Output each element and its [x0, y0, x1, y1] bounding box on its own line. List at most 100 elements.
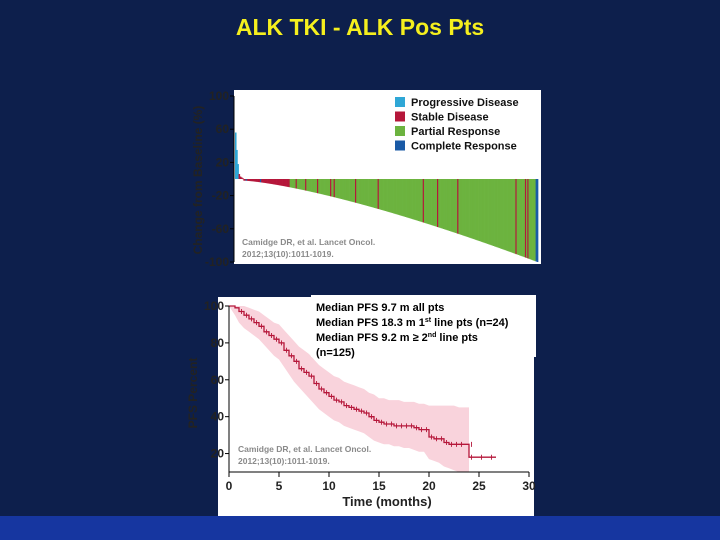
waterfall-bar	[264, 179, 267, 184]
waterfall-bar	[252, 179, 255, 182]
waterfall-bar	[371, 179, 374, 208]
waterfall-bar	[494, 179, 496, 247]
waterfall-bar	[261, 179, 263, 183]
waterfall-bar	[242, 178, 244, 180]
waterfall-bar	[515, 179, 517, 255]
waterfall-bar	[450, 179, 452, 232]
waterfall-bar	[446, 179, 449, 231]
waterfall-bar	[330, 179, 332, 197]
waterfall-bar	[503, 179, 506, 250]
waterfall-bar	[318, 179, 320, 194]
waterfall-bar	[440, 179, 443, 229]
waterfall-bar	[473, 179, 476, 240]
waterfall-bar	[448, 179, 451, 231]
waterfall-bar	[452, 179, 454, 233]
waterfall-bar	[439, 179, 441, 228]
waterfall-bar	[402, 179, 405, 217]
legend-swatch	[395, 97, 405, 107]
waterfall-bar	[492, 179, 495, 246]
waterfall-bar	[480, 179, 483, 242]
waterfall-bar	[238, 174, 241, 179]
waterfall-bar	[502, 179, 504, 250]
waterfall-bar	[235, 132, 237, 179]
waterfall-bar	[334, 179, 337, 198]
waterfall-bar	[368, 179, 370, 207]
waterfall-bar	[239, 176, 242, 179]
waterfall-bar	[370, 179, 372, 207]
waterfall-bar	[497, 179, 500, 248]
waterfall-y-tick-label: -60	[212, 222, 230, 236]
waterfall-bar	[269, 179, 271, 184]
waterfall-bar	[350, 179, 352, 202]
waterfall-bar	[326, 179, 329, 196]
waterfall-bar	[248, 179, 250, 181]
waterfall-bar	[341, 179, 344, 200]
waterfall-bar	[456, 179, 458, 234]
waterfall-bar	[498, 179, 501, 249]
waterfall-bar	[294, 179, 296, 189]
waterfall-bar	[447, 179, 450, 231]
waterfall-bar	[490, 179, 493, 246]
waterfall-bar	[280, 179, 282, 186]
waterfall-bar	[534, 179, 536, 262]
waterfall-bar	[333, 179, 336, 198]
waterfall-bar	[327, 179, 330, 196]
waterfall-bar	[262, 179, 264, 183]
waterfall-bar	[259, 179, 262, 183]
waterfall-bar	[533, 179, 535, 261]
waterfall-bar	[389, 179, 392, 213]
waterfall-bar	[383, 179, 386, 211]
waterfall-bar	[469, 179, 471, 238]
waterfall-bar	[509, 179, 512, 252]
waterfall-bar	[423, 179, 426, 223]
waterfall-bar	[395, 179, 397, 215]
waterfall-bar	[249, 179, 251, 182]
waterfall-bar	[467, 179, 470, 238]
waterfall-bar	[281, 179, 283, 186]
waterfall-bar	[322, 179, 325, 195]
waterfall-bar	[325, 179, 327, 196]
waterfall-bar	[454, 179, 457, 233]
waterfall-bar	[522, 179, 525, 257]
waterfall-bar	[312, 179, 314, 193]
waterfall-bar	[414, 179, 416, 220]
waterfall-bar	[432, 179, 434, 226]
waterfall-bar	[360, 179, 363, 205]
waterfall-bar	[270, 179, 273, 184]
waterfall-bar	[433, 179, 435, 226]
waterfall-bar	[406, 179, 408, 218]
waterfall-bar	[435, 179, 438, 227]
waterfall-bar	[340, 179, 343, 200]
waterfall-bar	[496, 179, 498, 248]
waterfall-bar	[307, 179, 310, 192]
waterfall-bar	[300, 179, 302, 190]
waterfall-bar	[263, 179, 266, 183]
waterfall-bar	[482, 179, 484, 243]
waterfall-bar	[413, 179, 415, 220]
waterfall-bar	[349, 179, 351, 202]
waterfall-bar	[288, 179, 291, 188]
waterfall-bar	[316, 179, 319, 194]
waterfall-bar	[396, 179, 399, 215]
waterfall-bar	[302, 179, 305, 191]
waterfall-bar	[441, 179, 444, 229]
waterfall-bar	[485, 179, 488, 244]
waterfall-bar	[289, 179, 292, 188]
waterfall-bar	[286, 179, 288, 187]
waterfall-bar	[431, 179, 433, 226]
waterfall-bar	[521, 179, 523, 257]
waterfall-bar	[376, 179, 378, 209]
waterfall-bar	[308, 179, 311, 192]
waterfall-bar	[444, 179, 446, 230]
waterfall-bar	[290, 179, 293, 188]
waterfall-bar	[463, 179, 465, 236]
waterfall-bar	[292, 179, 294, 188]
waterfall-bar	[254, 179, 256, 182]
waterfall-bar	[511, 179, 514, 253]
waterfall-bar	[393, 179, 395, 214]
waterfall-bar	[472, 179, 475, 239]
waterfall-bar	[489, 179, 491, 245]
waterfall-bar	[296, 179, 299, 189]
waterfall-bar	[328, 179, 331, 197]
waterfall-bar	[460, 179, 463, 235]
